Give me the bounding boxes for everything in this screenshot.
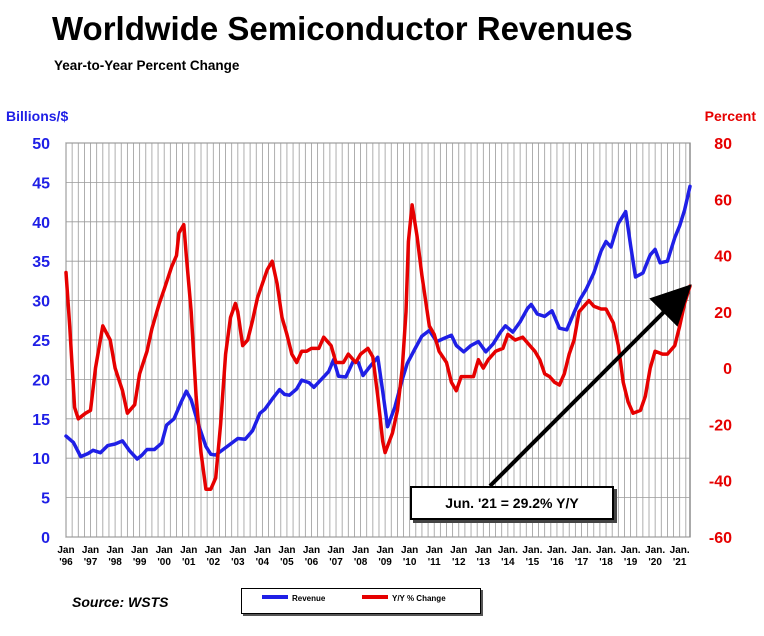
x-tick-label-year: '04 (256, 557, 270, 568)
x-tick-label: Jan (401, 545, 418, 556)
y-left-tick-label: 20 (32, 372, 50, 389)
x-tick-label-year: '09 (378, 557, 392, 568)
x-tick-label: Jan. (621, 545, 641, 556)
y-left-tick-label: 5 (41, 491, 50, 508)
x-tick-label: Jan (377, 545, 394, 556)
series-line-revenue (64, 184, 692, 461)
x-tick-label-year: '98 (108, 557, 122, 568)
y-left-tick-label: 35 (32, 254, 50, 271)
chart-subtitle: Year-to-Year Percent Change (54, 58, 240, 73)
annotation-arrow (488, 284, 692, 488)
y-right-tick-label: -60 (709, 530, 732, 547)
x-tick-label-year: '12 (452, 557, 466, 568)
y-left-axis-label: Billions/$ (6, 108, 69, 124)
source-label: Source: WSTS (72, 594, 169, 610)
y-right-tick-label: 0 (723, 361, 732, 378)
x-tick-label: Jan. (596, 545, 616, 556)
x-tick-label-year: '19 (624, 557, 638, 568)
x-tick-label-year: '07 (329, 557, 343, 568)
x-tick-label: Jan (450, 545, 467, 556)
y-left-tick-label: 30 (32, 294, 50, 311)
x-tick-label: Jan (229, 545, 246, 556)
annotation-callout: Jun. '21 = 29.2% Y/Y (410, 486, 614, 520)
y-left-tick-label: 0 (41, 530, 50, 547)
x-tick-label-year: '16 (550, 557, 564, 568)
y-right-tick-label: -40 (709, 474, 732, 491)
x-tick-label: Jan (352, 545, 369, 556)
x-tick-label-year: '15 (526, 557, 540, 568)
chart-title: Worldwide Semiconductor Revenues (52, 10, 633, 47)
x-tick-label-year: '13 (477, 557, 491, 568)
y-left-tick-label: 15 (32, 412, 50, 429)
legend-label-yoy: Y/Y % Change (392, 594, 446, 603)
y-left-tick-label: 40 (32, 215, 50, 232)
x-tick-label-year: '01 (182, 557, 196, 568)
x-tick-label: Jan. (571, 545, 591, 556)
x-tick-label-year: '21 (673, 557, 687, 568)
x-tick-label-year: '10 (403, 557, 417, 568)
legend-swatch-yoy (362, 595, 388, 599)
x-tick-label: Jan (205, 545, 222, 556)
series-line-yoy-change (64, 203, 692, 491)
x-tick-label: Jan (180, 545, 197, 556)
x-tick-label-year: '96 (59, 557, 73, 568)
x-tick-label-year: '18 (599, 557, 613, 568)
y-right-tick-label: 40 (714, 249, 732, 266)
y-right-axis-label: Percent (704, 108, 756, 124)
x-tick-label: Jan. (498, 545, 518, 556)
x-tick-label-year: '03 (231, 557, 245, 568)
x-tick-label-year: '97 (84, 557, 98, 568)
y-right-tick-label: -20 (709, 417, 732, 434)
x-tick-label: Jan (57, 545, 74, 556)
x-tick-label: Jan (106, 545, 123, 556)
x-tick-label: Jan (82, 545, 99, 556)
x-tick-label: Jan (303, 545, 320, 556)
x-tick-label: Jan (327, 545, 344, 556)
y-left-tick-label: 10 (32, 451, 50, 468)
x-tick-label: Jan (131, 545, 148, 556)
x-tick-label-year: '17 (575, 557, 589, 568)
x-tick-label-year: '20 (648, 557, 662, 568)
x-tick-label-year: '11 (428, 557, 441, 568)
x-tick-label: Jan. (645, 545, 665, 556)
x-tick-label: Jan (156, 545, 173, 556)
legend-swatch-revenue (262, 595, 288, 599)
x-tick-label-year: '99 (133, 557, 147, 568)
x-tick-label: Jan (254, 545, 271, 556)
x-tick-label: Jan (475, 545, 492, 556)
x-tick-label-year: '06 (305, 557, 319, 568)
x-tick-label: Jan. (547, 545, 567, 556)
y-right-tick-label: 80 (714, 136, 732, 153)
y-left-tick-label: 50 (32, 136, 50, 153)
x-tick-label-year: '08 (354, 557, 368, 568)
legend-label-revenue: Revenue (292, 594, 326, 603)
x-tick-label-year: '05 (280, 557, 294, 568)
x-tick-label: Jan (278, 545, 295, 556)
y-right-tick-label: 20 (714, 305, 732, 322)
y-left-tick-label: 25 (32, 333, 50, 350)
x-tick-label-year: '14 (501, 557, 515, 568)
legend: Revenue Y/Y % Change (241, 588, 481, 614)
x-tick-label: Jan (426, 545, 443, 556)
y-left-tick-label: 45 (32, 175, 50, 192)
x-tick-label: Jan. (522, 545, 542, 556)
x-tick-label-year: '02 (207, 557, 221, 568)
x-tick-label: Jan. (670, 545, 690, 556)
y-right-tick-label: 60 (714, 192, 732, 209)
x-tick-label-year: '00 (157, 557, 171, 568)
